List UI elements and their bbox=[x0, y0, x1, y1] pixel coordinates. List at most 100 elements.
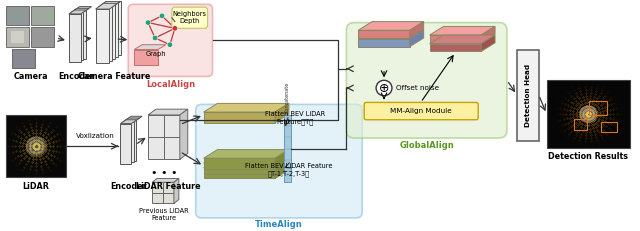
Polygon shape bbox=[99, 7, 112, 61]
Polygon shape bbox=[74, 10, 86, 58]
Bar bbox=[589, 101, 607, 115]
Circle shape bbox=[579, 105, 597, 123]
Polygon shape bbox=[275, 154, 289, 174]
Polygon shape bbox=[410, 21, 424, 38]
Circle shape bbox=[172, 26, 178, 31]
Polygon shape bbox=[180, 109, 188, 159]
Text: LiDAR: LiDAR bbox=[22, 182, 49, 191]
Polygon shape bbox=[74, 7, 92, 10]
Polygon shape bbox=[358, 30, 424, 39]
Bar bbox=[6, 6, 29, 25]
Polygon shape bbox=[481, 26, 495, 43]
Polygon shape bbox=[71, 12, 83, 60]
Polygon shape bbox=[429, 35, 481, 43]
Circle shape bbox=[167, 42, 173, 47]
Text: Detection Results: Detection Results bbox=[548, 152, 628, 161]
Polygon shape bbox=[104, 0, 125, 3]
Polygon shape bbox=[174, 179, 179, 204]
Bar bbox=[12, 49, 35, 68]
Text: Camera: Camera bbox=[14, 72, 49, 81]
Polygon shape bbox=[358, 39, 410, 47]
FancyBboxPatch shape bbox=[364, 102, 478, 120]
Polygon shape bbox=[95, 3, 117, 9]
Polygon shape bbox=[204, 154, 289, 163]
Polygon shape bbox=[107, 1, 120, 55]
Text: Flatten BEV LiDAR
Feature（T）: Flatten BEV LiDAR Feature（T） bbox=[265, 111, 325, 125]
Polygon shape bbox=[148, 109, 188, 115]
Polygon shape bbox=[163, 193, 174, 204]
Polygon shape bbox=[204, 168, 275, 179]
FancyBboxPatch shape bbox=[346, 23, 507, 138]
Polygon shape bbox=[107, 0, 129, 1]
Polygon shape bbox=[134, 45, 166, 49]
Circle shape bbox=[159, 13, 164, 18]
Bar bbox=[517, 49, 539, 141]
Polygon shape bbox=[125, 116, 142, 120]
Text: TimeAlign: TimeAlign bbox=[255, 220, 303, 229]
Text: GlobalAlign: GlobalAlign bbox=[399, 141, 454, 150]
Bar bbox=[6, 115, 66, 177]
Polygon shape bbox=[99, 1, 120, 7]
Polygon shape bbox=[358, 30, 410, 38]
Polygon shape bbox=[148, 115, 164, 137]
Text: Detection Head: Detection Head bbox=[525, 64, 531, 127]
Text: LiDAR Feature: LiDAR Feature bbox=[136, 182, 200, 191]
Polygon shape bbox=[275, 159, 289, 179]
Polygon shape bbox=[429, 35, 495, 44]
Bar bbox=[574, 119, 588, 130]
FancyBboxPatch shape bbox=[128, 4, 212, 76]
Polygon shape bbox=[204, 158, 275, 169]
Polygon shape bbox=[148, 137, 164, 159]
Polygon shape bbox=[104, 3, 118, 57]
Polygon shape bbox=[101, 5, 115, 59]
Polygon shape bbox=[275, 103, 289, 123]
Polygon shape bbox=[123, 118, 140, 122]
Text: Camera Feature: Camera Feature bbox=[78, 72, 150, 81]
Text: Encoder: Encoder bbox=[58, 72, 95, 81]
Polygon shape bbox=[358, 21, 424, 30]
Text: Offset noise: Offset noise bbox=[396, 85, 439, 91]
Polygon shape bbox=[152, 182, 163, 193]
Polygon shape bbox=[410, 30, 424, 47]
Polygon shape bbox=[101, 0, 123, 5]
Bar bbox=[284, 115, 291, 182]
Text: • • •: • • • bbox=[150, 168, 177, 178]
Bar bbox=[12, 31, 24, 43]
Polygon shape bbox=[120, 124, 131, 164]
Polygon shape bbox=[68, 10, 86, 14]
Bar bbox=[31, 27, 54, 47]
Text: Graph: Graph bbox=[146, 52, 166, 58]
Bar bbox=[31, 6, 54, 25]
Circle shape bbox=[152, 35, 158, 41]
Polygon shape bbox=[204, 103, 289, 112]
Text: Flatten BEV LiDAR Feature
（T-1,T-2,T-3）: Flatten BEV LiDAR Feature （T-1,T-2,T-3） bbox=[245, 163, 333, 177]
Polygon shape bbox=[204, 163, 275, 174]
Text: Concatenate: Concatenate bbox=[285, 82, 290, 113]
Polygon shape bbox=[204, 150, 289, 158]
FancyBboxPatch shape bbox=[196, 104, 362, 218]
Polygon shape bbox=[123, 122, 134, 162]
Polygon shape bbox=[152, 193, 163, 204]
Circle shape bbox=[145, 20, 151, 25]
Polygon shape bbox=[275, 150, 289, 169]
Polygon shape bbox=[204, 159, 289, 168]
Text: LocalAlign: LocalAlign bbox=[146, 80, 195, 89]
Polygon shape bbox=[68, 14, 81, 62]
Polygon shape bbox=[71, 8, 89, 12]
Polygon shape bbox=[481, 35, 495, 52]
Circle shape bbox=[26, 137, 46, 156]
Polygon shape bbox=[134, 49, 158, 65]
Text: Previous LiDAR
Feature: Previous LiDAR Feature bbox=[139, 208, 189, 221]
Polygon shape bbox=[164, 115, 180, 137]
Text: Encoder: Encoder bbox=[110, 182, 147, 191]
Text: Neighbors
Depth: Neighbors Depth bbox=[173, 11, 207, 24]
FancyBboxPatch shape bbox=[172, 7, 207, 28]
Polygon shape bbox=[429, 26, 495, 35]
Polygon shape bbox=[152, 179, 179, 182]
Polygon shape bbox=[120, 120, 137, 124]
Polygon shape bbox=[429, 44, 481, 52]
Text: $\oplus$: $\oplus$ bbox=[378, 82, 390, 94]
Polygon shape bbox=[204, 112, 275, 123]
Text: Voxlization: Voxlization bbox=[76, 133, 115, 139]
Text: MM-Align Module: MM-Align Module bbox=[390, 108, 452, 114]
